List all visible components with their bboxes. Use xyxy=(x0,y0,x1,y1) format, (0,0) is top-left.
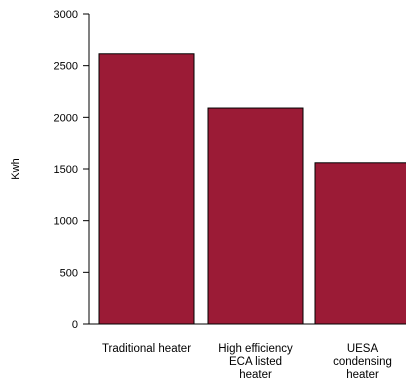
bar xyxy=(314,162,406,325)
bar xyxy=(207,107,304,325)
y-tick-label: 2000 xyxy=(54,112,78,124)
y-tick-label: 3000 xyxy=(54,9,78,21)
bars xyxy=(98,53,406,325)
y-tick-label: 500 xyxy=(60,267,78,279)
bar xyxy=(98,53,195,325)
x-category-label: High efficiency ECA listed heater xyxy=(218,343,293,381)
y-tick-label: 2500 xyxy=(54,61,78,73)
y-tick-label: 1500 xyxy=(54,164,78,176)
y-axis-label: Kwh xyxy=(10,158,22,179)
x-category-label: UESA condensing heater xyxy=(333,343,392,381)
y-tick-label: 1000 xyxy=(54,216,78,228)
x-labels: Traditional heater High efficiency ECA lis… xyxy=(102,343,392,381)
x-category-label: Traditional heater xyxy=(102,343,191,355)
y-ticks: 0 500 1000 1500 2000 2500 3000 xyxy=(54,9,89,331)
y-tick-label: 0 xyxy=(72,319,78,331)
